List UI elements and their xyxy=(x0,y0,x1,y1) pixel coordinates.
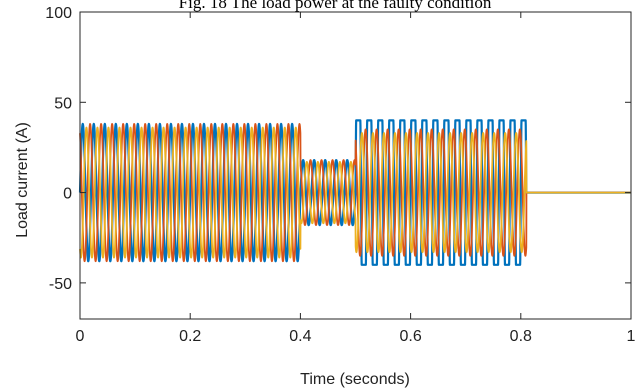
figure-caption: Fig. 18 The load power at the faulty con… xyxy=(179,0,492,12)
y-tick-label: 0 xyxy=(63,186,72,203)
x-tick-label: 0 xyxy=(76,328,85,345)
y-axis-label: Load current (A) xyxy=(14,122,31,238)
y-tick-label: 50 xyxy=(54,95,72,112)
x-tick-label: 0.6 xyxy=(399,328,421,345)
x-tick-label: 0.8 xyxy=(510,328,532,345)
y-tick-label: -50 xyxy=(49,276,72,293)
x-tick-label: 1 xyxy=(627,328,636,345)
series-layer xyxy=(78,119,632,266)
x-tick-label: 0.2 xyxy=(179,328,201,345)
series-line-3 xyxy=(79,126,632,259)
plot-frame xyxy=(79,11,632,320)
y-tick-label: 100 xyxy=(45,5,72,22)
tick-layer: 0 0.2 0.4 0.6 0.8 1 -50 0 50 100 xyxy=(45,5,635,345)
x-axis-label: Time (seconds) xyxy=(300,371,410,388)
x-tick-label: 0.4 xyxy=(289,328,311,345)
